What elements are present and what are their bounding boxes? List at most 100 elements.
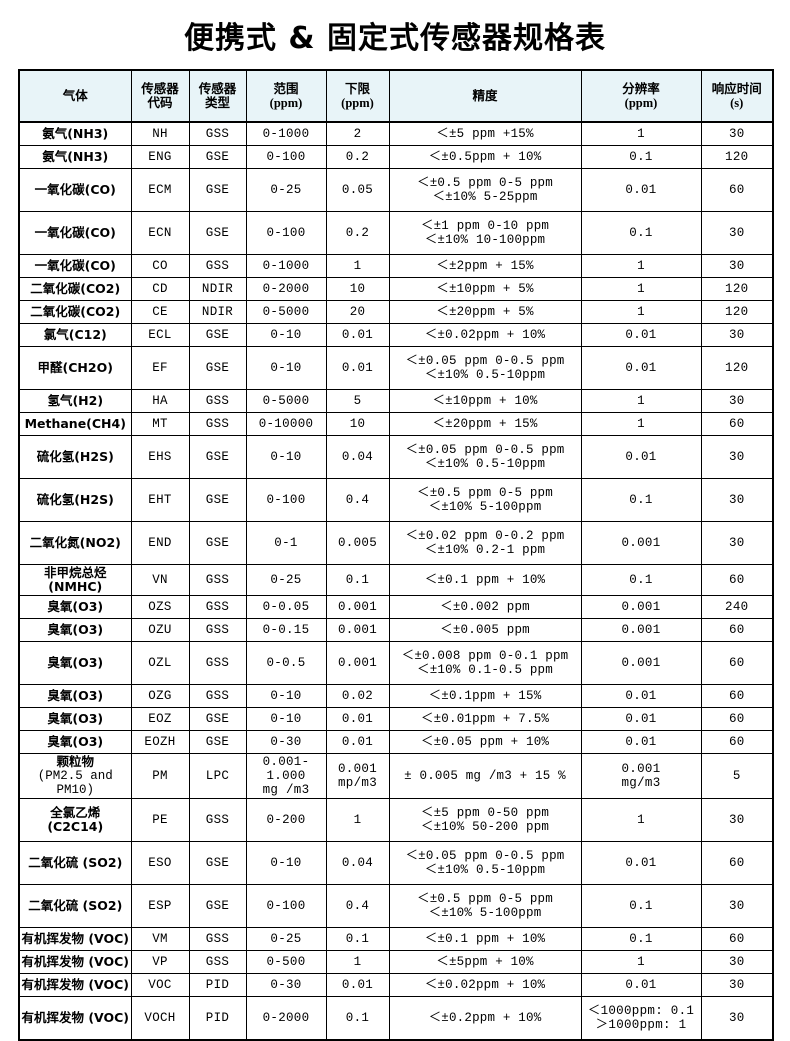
cell-sensor-code: EOZ (130, 707, 190, 731)
cell-accuracy: ＜±0.02ppm + 10% (388, 973, 582, 997)
cell-response-time: 30 (700, 389, 774, 413)
column-header-label: 响应时间 (711, 81, 762, 96)
cell-response-time: 5 (700, 753, 774, 799)
column-header-label: 精度 (472, 88, 498, 103)
resolution-line1: 0.001 (621, 762, 661, 776)
cell-range: 0-100 (245, 884, 327, 928)
document-page: 便携式 & 固定式传感器规格表 气体 传感器 代码 传感器 类型 范围 (ppm) 下限 (pp… (18, 22, 774, 1041)
cell-resolution: ＜1000ppm: 0.1 ＞1000ppm: 1 (580, 996, 702, 1041)
gas-name: 臭氧(O3) (47, 734, 104, 749)
accuracy-line1: ＜±10ppm + 5% (436, 282, 534, 296)
range-value: 0-5000 (262, 394, 310, 408)
cell-accuracy: ＜±0.5ppm + 10% (388, 145, 582, 169)
cell-sensor-type: GSE (188, 707, 247, 731)
lower-limit-value: 0.04 (341, 856, 374, 870)
table-row: 氯气(C12) ECL GSE 0-10 0.01 ＜±0.02ppm + 10% 0.01… (18, 323, 774, 347)
resolution-line1: 0.1 (629, 150, 653, 164)
gas-name: 有机挥发物 (VOC) (21, 931, 130, 946)
range-value: 0-100 (266, 226, 306, 240)
cell-range: 0-200 (245, 798, 327, 842)
column-header-7: 响应时间 (s) (700, 69, 774, 123)
cell-resolution: 0.01 (580, 346, 702, 390)
cell-gas: 硫化氢(H2S) (18, 478, 132, 522)
cell-gas: 二氧化碳(CO2) (18, 300, 132, 324)
cell-accuracy: ＜±0.05 ppm 0-0.5 ppm ＜±10% 0.5-10ppm (388, 346, 582, 390)
cell-sensor-type: GSE (188, 211, 247, 255)
cell-sensor-code: ECL (130, 323, 190, 347)
resolution-line1: 1 (637, 282, 645, 296)
cell-range: 0-10 (245, 841, 327, 885)
cell-lower-limit: 0.02 (325, 684, 390, 708)
accuracy-line2: ＜±10% 0.2-1 ppm (424, 543, 546, 557)
table-row: 硫化氢(H2S) EHT GSE 0-100 0.4 ＜±0.5 ppm 0-5 ppm ＜… (18, 478, 774, 522)
cell-sensor-type: GSS (188, 798, 247, 842)
cell-range: 0-0.15 (245, 618, 327, 642)
column-header-label: 传感器 (141, 81, 179, 96)
accuracy-line2: ＜±10% 0.5-10ppm (424, 863, 546, 877)
cell-accuracy: ＜±0.005 ppm (388, 618, 582, 642)
accuracy-line1: ＜±20ppm + 15% (432, 417, 538, 431)
range-value: 0-100 (266, 150, 306, 164)
cell-lower-limit: 0.2 (325, 211, 390, 255)
spec-table-container: 气体 传感器 代码 传感器 类型 范围 (ppm) 下限 (ppm) 精度 分辨率 (ppm) 响应时间… (0, 69, 790, 1041)
cell-response-time: 120 (700, 277, 774, 301)
lower-limit-value: 0.1 (345, 573, 370, 587)
range-value: 0-1000 (262, 127, 310, 141)
resolution-line1: 0.01 (625, 183, 657, 197)
cell-lower-limit: 0.4 (325, 478, 390, 522)
cell-accuracy: ＜±20ppm + 5% (388, 300, 582, 324)
column-header-1: 传感器 代码 (130, 69, 190, 123)
cell-lower-limit: 0.005 (325, 521, 390, 565)
gas-name: 硫化氢(H2S) (36, 492, 114, 507)
cell-response-time: 60 (700, 618, 774, 642)
cell-sensor-code: VOC (130, 973, 190, 997)
gas-name-line2: (PM2.5 and PM10) (37, 769, 113, 797)
cell-response-time: 30 (700, 211, 774, 255)
lower-limit-value: 0.4 (345, 493, 370, 507)
table-row: Methane(CH4) MT GSS 0-10000 10 ＜±20ppm + 15% 1… (18, 412, 774, 436)
resolution-line1: 0.001 (621, 656, 661, 670)
column-header-unit: (s) (730, 96, 744, 110)
lower-limit-value: 0.001 (337, 600, 377, 614)
cell-sensor-code: VOCH (130, 996, 190, 1041)
cell-sensor-code: EF (130, 346, 190, 390)
column-header-5: 精度 (388, 69, 582, 123)
cell-range: 0.001-1.000 mg /m3 (245, 753, 327, 799)
accuracy-line1: ＜±2ppm + 15% (436, 259, 534, 273)
resolution-line1: 1 (637, 813, 645, 827)
range-value: 0-10 (270, 328, 302, 342)
cell-gas: 有机挥发物 (VOC) (18, 996, 132, 1041)
cell-accuracy: ± 0.005 mg /m3 + 15 % (388, 753, 582, 799)
accuracy-line2: ＜±10% 5-25ppm (432, 190, 538, 204)
cell-sensor-type: GSS (188, 641, 247, 685)
table-row: 臭氧(O3) OZL GSS 0-0.5 0.001 ＜±0.008 ppm 0-0.1 … (18, 641, 774, 685)
cell-sensor-type: GSS (188, 618, 247, 642)
gas-name: 有机挥发物 (VOC) (21, 1010, 130, 1025)
accuracy-line2: ＜±10% 0.1-0.5 ppm (417, 663, 553, 677)
gas-name: Methane(CH4) (24, 416, 126, 431)
cell-gas: 一氧化碳(CO) (18, 254, 132, 278)
table-row: 二氧化硫 (SO2) ESO GSE 0-10 0.04 ＜±0.05 ppm 0-0.5… (18, 841, 774, 885)
cell-accuracy: ＜±0.5 ppm 0-5 ppm ＜±10% 5-25ppm (388, 168, 582, 212)
cell-sensor-code: VM (130, 927, 190, 951)
cell-response-time: 30 (700, 798, 774, 842)
table-row: 臭氧(O3) OZU GSS 0-0.15 0.001 ＜±0.005 ppm 0.001 6… (18, 618, 774, 642)
cell-resolution: 1 (580, 254, 702, 278)
cell-range: 0-100 (245, 145, 327, 169)
cell-sensor-type: GSS (188, 121, 247, 146)
cell-gas: 二氧化碳(CO2) (18, 277, 132, 301)
cell-sensor-code: VP (130, 950, 190, 974)
cell-sensor-type: GSS (188, 927, 247, 951)
cell-gas: 氨气(NH3) (18, 121, 132, 146)
cell-sensor-type: GSE (188, 323, 247, 347)
column-header-label: 范围 (273, 81, 299, 96)
accuracy-line1: ＜±0.1 ppm + 10% (424, 573, 546, 587)
cell-resolution: 0.01 (580, 841, 702, 885)
table-row: 一氧化碳(CO) ECM GSE 0-25 0.05 ＜±0.5 ppm 0-5 ppm ＜… (18, 168, 774, 212)
resolution-line1: 0.1 (629, 573, 653, 587)
accuracy-line2: ＜±10% 5-100ppm (428, 500, 542, 514)
cell-gas: 二氧化氮(NO2) (18, 521, 132, 565)
lower-limit-value: 0.001 (337, 623, 377, 637)
accuracy-line1: ＜±0.008 ppm 0-0.1 ppm (401, 649, 569, 663)
resolution-line1: 0.01 (625, 450, 657, 464)
